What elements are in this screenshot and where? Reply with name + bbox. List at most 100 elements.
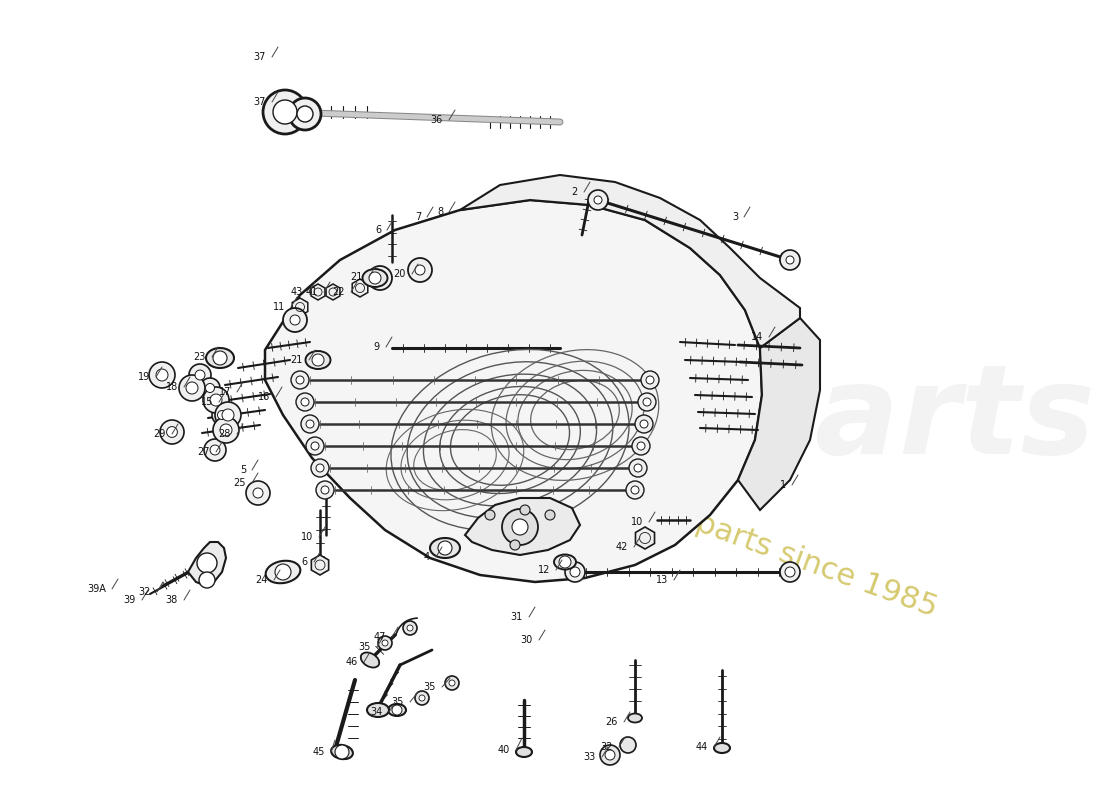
Text: 20: 20 (394, 269, 406, 279)
Circle shape (275, 564, 292, 580)
Circle shape (212, 405, 232, 425)
Text: 3: 3 (732, 212, 738, 222)
Circle shape (292, 371, 309, 389)
Circle shape (419, 695, 425, 701)
Text: 25: 25 (233, 478, 246, 488)
Circle shape (166, 426, 177, 438)
Circle shape (289, 98, 321, 130)
Text: 43: 43 (290, 287, 303, 297)
Ellipse shape (331, 745, 353, 759)
Text: 33: 33 (584, 752, 596, 762)
Circle shape (336, 745, 349, 759)
Circle shape (378, 636, 392, 650)
Circle shape (646, 376, 654, 384)
Circle shape (204, 387, 229, 413)
Text: 21: 21 (351, 272, 363, 282)
Text: 16: 16 (257, 392, 270, 402)
Polygon shape (293, 298, 308, 316)
Polygon shape (311, 284, 324, 300)
Text: 1: 1 (780, 480, 786, 490)
Circle shape (415, 691, 429, 705)
Circle shape (635, 415, 653, 433)
Circle shape (316, 481, 334, 499)
Circle shape (290, 315, 300, 325)
Ellipse shape (361, 653, 379, 667)
Circle shape (296, 393, 314, 411)
Text: 11: 11 (273, 302, 285, 312)
Circle shape (214, 402, 241, 428)
Ellipse shape (714, 743, 730, 753)
Circle shape (368, 266, 392, 290)
Circle shape (626, 481, 644, 499)
Ellipse shape (206, 348, 234, 368)
Circle shape (415, 265, 425, 275)
Text: 46: 46 (345, 657, 358, 667)
Circle shape (273, 100, 297, 124)
Text: 26: 26 (606, 717, 618, 727)
Circle shape (502, 509, 538, 545)
Circle shape (156, 369, 168, 381)
Circle shape (306, 420, 313, 428)
Text: 37: 37 (254, 97, 266, 107)
Text: 7: 7 (415, 212, 421, 222)
Circle shape (512, 519, 528, 535)
Circle shape (210, 394, 222, 406)
Text: 19: 19 (138, 372, 150, 382)
Text: 9: 9 (374, 342, 379, 352)
Text: 13: 13 (656, 575, 668, 585)
Circle shape (629, 459, 647, 477)
Circle shape (200, 378, 220, 398)
Text: 22: 22 (332, 287, 345, 297)
Text: 44: 44 (695, 742, 708, 752)
Ellipse shape (266, 561, 300, 583)
Circle shape (297, 106, 313, 122)
Circle shape (638, 393, 656, 411)
Text: 5: 5 (240, 465, 246, 475)
Text: 14: 14 (750, 332, 763, 342)
Text: 37: 37 (254, 52, 266, 62)
Circle shape (600, 745, 620, 765)
Circle shape (510, 540, 520, 550)
Circle shape (780, 562, 800, 582)
Polygon shape (352, 279, 367, 297)
Text: 39: 39 (123, 595, 136, 605)
Circle shape (195, 370, 205, 380)
Text: 30: 30 (520, 635, 534, 645)
Circle shape (407, 625, 412, 631)
Text: 36: 36 (431, 115, 443, 125)
Text: 42: 42 (616, 542, 628, 552)
Circle shape (246, 481, 270, 505)
Text: 18: 18 (166, 382, 178, 392)
Circle shape (594, 196, 602, 204)
Text: 4: 4 (424, 552, 430, 562)
Ellipse shape (430, 538, 460, 558)
Circle shape (321, 486, 329, 494)
Circle shape (485, 510, 495, 520)
Circle shape (565, 562, 585, 582)
Circle shape (206, 383, 214, 393)
Text: 47: 47 (374, 632, 386, 642)
Circle shape (438, 541, 452, 555)
Circle shape (588, 190, 608, 210)
Ellipse shape (516, 747, 532, 757)
Text: 24: 24 (255, 575, 268, 585)
Ellipse shape (388, 704, 406, 716)
Circle shape (316, 464, 324, 472)
Ellipse shape (367, 703, 389, 717)
Text: 38: 38 (166, 595, 178, 605)
Circle shape (780, 250, 800, 270)
Circle shape (605, 750, 615, 760)
Text: 32: 32 (139, 587, 151, 597)
Text: 40: 40 (497, 745, 510, 755)
Circle shape (220, 424, 232, 436)
Text: 6: 6 (301, 557, 308, 567)
Circle shape (637, 442, 645, 450)
Text: 10: 10 (300, 532, 313, 542)
Text: 29: 29 (154, 429, 166, 439)
Polygon shape (636, 527, 654, 549)
Circle shape (283, 308, 307, 332)
Text: 35: 35 (392, 697, 404, 707)
Circle shape (218, 410, 227, 419)
Circle shape (210, 445, 220, 455)
Circle shape (634, 464, 642, 472)
